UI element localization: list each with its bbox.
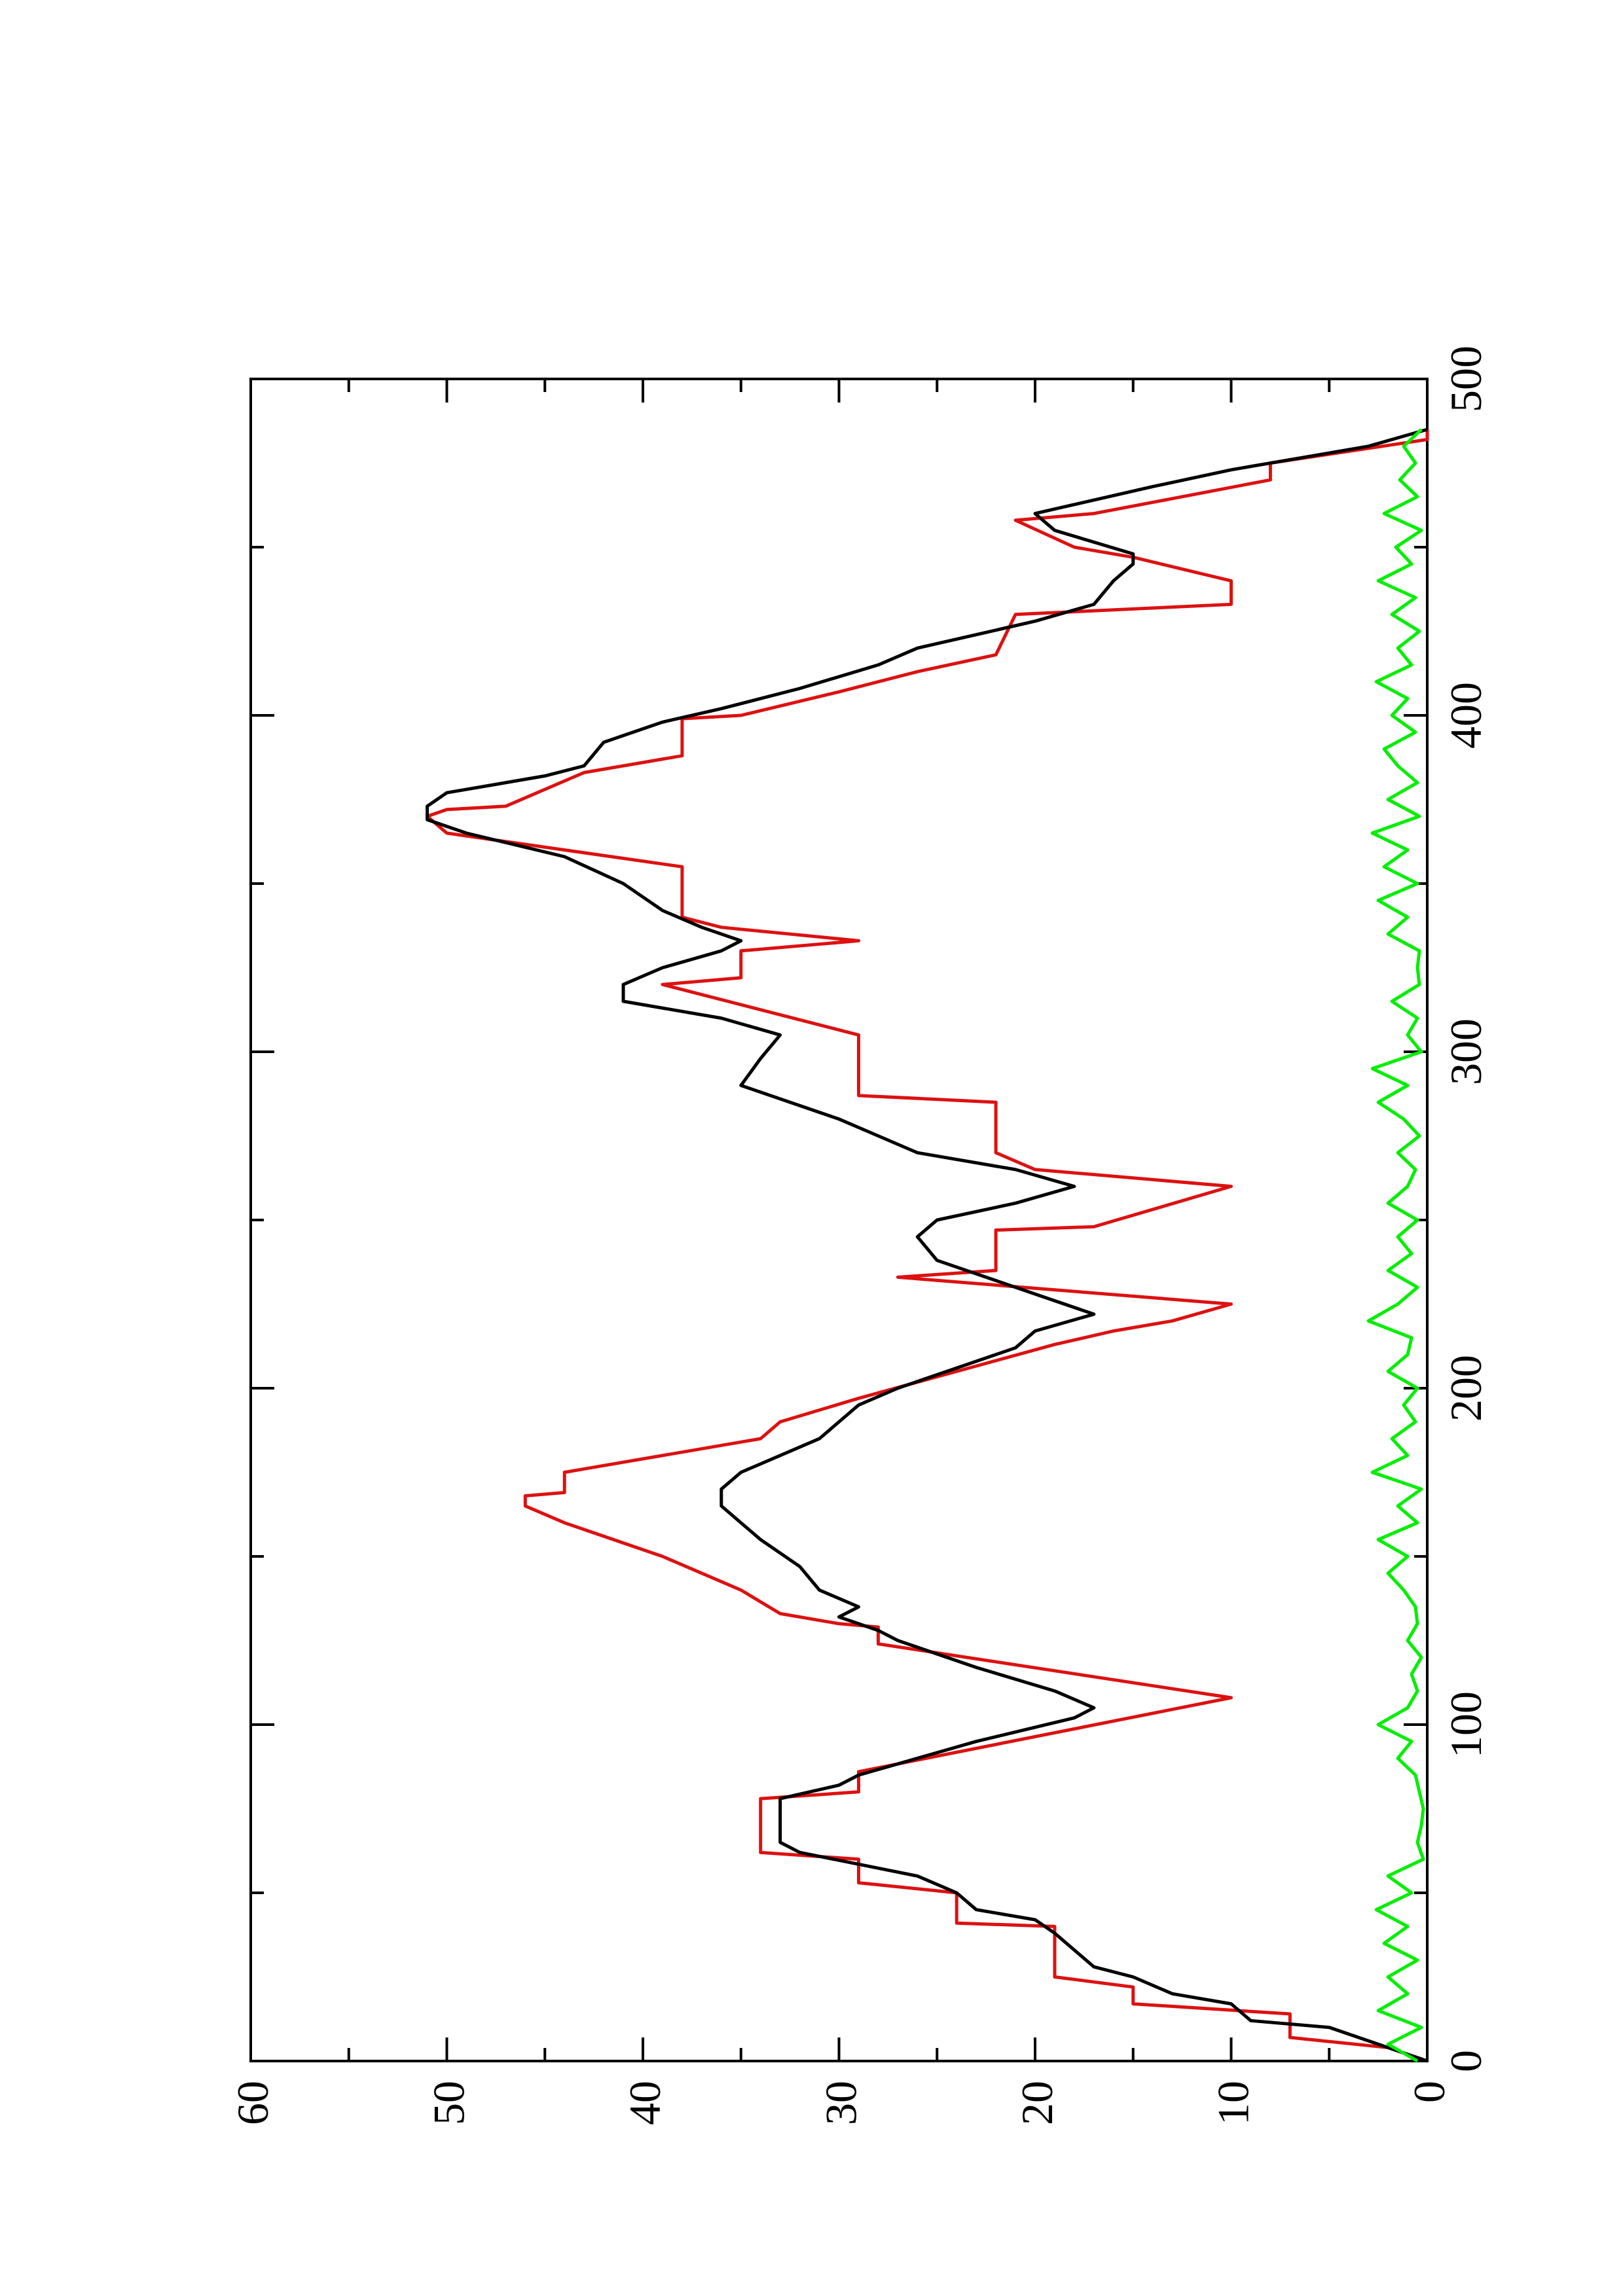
y-tick-label: 0 (1404, 2081, 1454, 2103)
y-tick-label: 20 (1012, 2081, 1062, 2125)
x-tick-label: 500 (1441, 346, 1491, 412)
x-tick-label: 0 (1441, 2050, 1491, 2072)
y-tick-label: 50 (424, 2081, 474, 2125)
y-tick-label: 30 (816, 2081, 866, 2125)
series-line (426, 429, 1429, 2063)
x-tick-label: 100 (1441, 1691, 1491, 1758)
series-line (426, 427, 1428, 2063)
x-tick-label: 300 (1441, 1018, 1491, 1085)
series-line (1366, 428, 1425, 2063)
x-tick-label: 400 (1441, 682, 1491, 749)
y-tick-label: 60 (228, 2081, 278, 2125)
x-tick-label: 200 (1441, 1355, 1491, 1422)
y-tick-label: 10 (1209, 2081, 1258, 2125)
plot-frame (249, 378, 1429, 2062)
y-tick-label: 40 (620, 2081, 670, 2125)
